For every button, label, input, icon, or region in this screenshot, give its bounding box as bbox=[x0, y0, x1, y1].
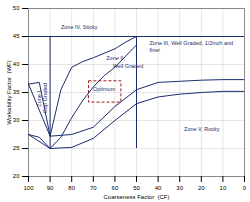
svg-text:Zone IV, Sticky: Zone IV, Sticky bbox=[61, 24, 98, 30]
svg-text:60: 60 bbox=[112, 185, 119, 191]
svg-text:90: 90 bbox=[47, 185, 54, 191]
svg-text:20: 20 bbox=[198, 185, 205, 191]
svg-text:30: 30 bbox=[176, 185, 183, 191]
svg-text:30: 30 bbox=[13, 117, 20, 123]
svg-text:40: 40 bbox=[13, 61, 20, 67]
svg-text:20: 20 bbox=[13, 173, 20, 179]
svg-text:Gap Graded: Gap Graded bbox=[42, 83, 48, 113]
svg-text:0: 0 bbox=[243, 185, 247, 191]
svg-text:80: 80 bbox=[68, 185, 75, 191]
svg-text:Coarseness Factor (CF): Coarseness Factor (CF) bbox=[103, 194, 169, 200]
svg-text:10: 10 bbox=[220, 185, 227, 191]
svg-text:50: 50 bbox=[13, 5, 20, 11]
svg-text:Zone V, Rocky: Zone V, Rocky bbox=[184, 126, 220, 132]
svg-text:Zone II,: Zone II, bbox=[106, 55, 125, 61]
svg-text:50: 50 bbox=[133, 185, 140, 191]
svg-text:Zone I,: Zone I, bbox=[36, 89, 43, 107]
svg-text:45: 45 bbox=[13, 33, 20, 39]
svg-text:40: 40 bbox=[155, 185, 162, 191]
svg-text:35: 35 bbox=[13, 89, 20, 95]
svg-text:Zone III, Well Graded, 1/2inch: Zone III, Well Graded, 1/2inch and bbox=[149, 40, 233, 46]
svg-text:Workability Factor (WF): Workability Factor (WF) bbox=[6, 60, 12, 125]
svg-text:25: 25 bbox=[13, 145, 20, 151]
svg-text:Well Graded: Well Graded bbox=[113, 63, 143, 69]
svg-text:100: 100 bbox=[23, 185, 34, 191]
svg-text:Optimum: Optimum bbox=[93, 86, 116, 92]
svg-text:70: 70 bbox=[90, 185, 97, 191]
svg-text:finer: finer bbox=[149, 47, 160, 53]
